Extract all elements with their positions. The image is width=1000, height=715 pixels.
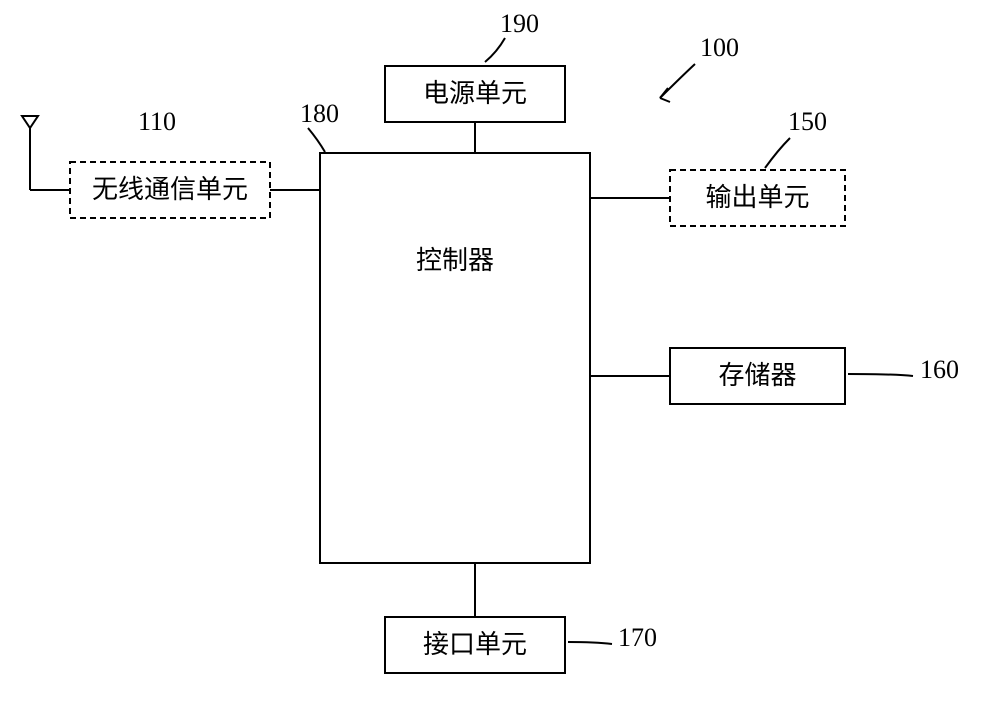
antenna-icon: [22, 116, 38, 128]
ref-r110: 110: [138, 107, 176, 136]
block-controller-label: 控制器: [416, 246, 494, 275]
ref-r180: 180: [300, 99, 339, 128]
block-wireless-label: 无线通信单元: [92, 175, 248, 204]
ref-r160: 160: [920, 355, 959, 384]
ref-r170: 170: [618, 623, 657, 652]
leader-l180: [308, 128, 325, 152]
ref-r100: 100: [700, 33, 739, 62]
ref-r190: 190: [500, 9, 539, 38]
block-diagram: 电源单元无线通信单元控制器 输出单元存储器接口单元 190 100 110 180 150 1…: [0, 0, 1000, 715]
leader-l170: [568, 642, 612, 644]
block-interface-label: 接口单元: [423, 630, 527, 659]
block-memory-label: 存储器: [718, 361, 796, 390]
leader-l190: [485, 38, 505, 62]
block-power-label: 电源单元: [423, 79, 527, 108]
leader-l160: [848, 374, 913, 376]
block-output-label: 输出单元: [705, 183, 809, 212]
block-controller: [320, 153, 590, 563]
ref-r150: 150: [788, 107, 827, 136]
leader-l150: [765, 138, 790, 168]
